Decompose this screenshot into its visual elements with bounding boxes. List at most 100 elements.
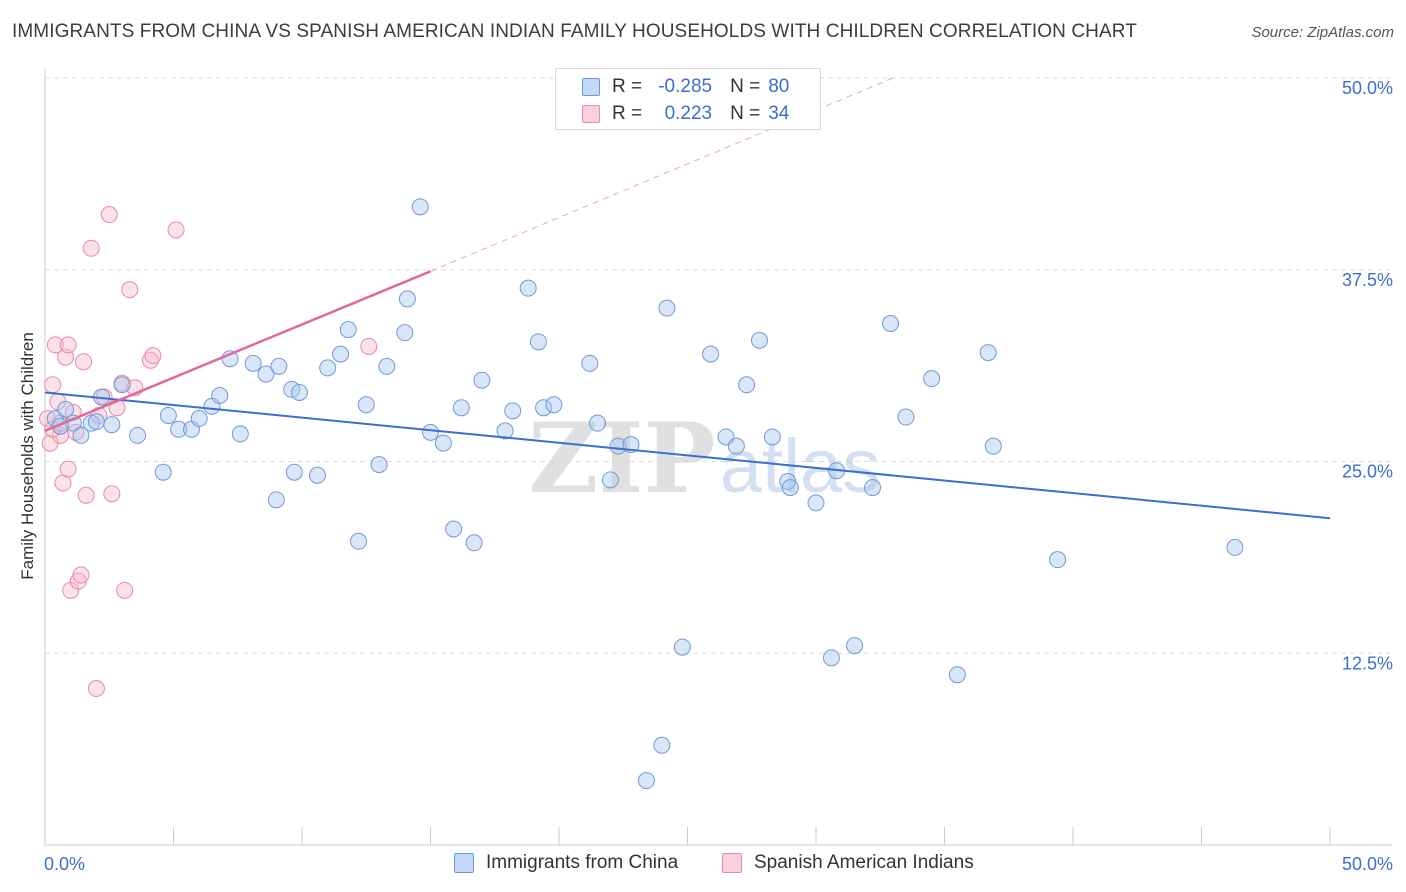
n-value: 34 xyxy=(768,103,790,124)
china-point xyxy=(529,333,547,351)
legend-item-sai[interactable]: Spanish American Indians xyxy=(722,852,974,874)
sai-point xyxy=(103,485,121,503)
series-immigrants-from-china xyxy=(46,198,1244,790)
sai-point xyxy=(44,376,62,394)
legend-row-sai: R = 0.223 N = 34 xyxy=(582,102,789,126)
china-point xyxy=(332,345,350,363)
r-value: -0.285 xyxy=(658,76,713,97)
china-point xyxy=(581,354,599,372)
china-point xyxy=(589,414,607,432)
china-point xyxy=(738,376,756,394)
china-point xyxy=(473,371,491,389)
r-label: R = xyxy=(612,76,643,97)
china-point xyxy=(1049,551,1067,569)
sai-point xyxy=(59,460,77,478)
china-point xyxy=(411,198,429,216)
legend-row-china: R = -0.285 N = 80 xyxy=(582,75,789,99)
sai-point xyxy=(167,221,185,239)
n-label: N = xyxy=(730,76,761,97)
y-tick-label: 50.0% xyxy=(1342,78,1393,98)
china-point xyxy=(257,365,275,383)
sai-legend-swatch xyxy=(722,853,742,873)
china-point xyxy=(339,321,357,339)
sai-point xyxy=(116,581,134,599)
series-spanish-american-indians xyxy=(39,206,378,698)
sai-point xyxy=(100,206,118,224)
n-label: N = xyxy=(730,103,761,124)
china-point xyxy=(434,434,452,452)
china-point xyxy=(445,520,463,538)
china-point xyxy=(948,666,966,684)
china-swatch xyxy=(582,78,600,96)
legend-item-china[interactable]: Immigrants from China xyxy=(454,852,678,874)
china-point xyxy=(231,425,249,443)
sai-point xyxy=(82,239,100,257)
sai-point xyxy=(121,281,139,299)
china-point xyxy=(653,736,671,754)
china-point xyxy=(285,463,303,481)
china-point xyxy=(211,387,229,405)
china-point xyxy=(396,324,414,342)
sai-point xyxy=(46,336,64,354)
sai-legend-label: Spanish American Indians xyxy=(754,852,974,873)
china-point xyxy=(87,413,105,431)
china-point xyxy=(504,402,522,420)
china-point xyxy=(979,344,997,362)
watermark-zip: ZIP xyxy=(528,402,715,515)
sai-point xyxy=(360,337,378,355)
n-value: 80 xyxy=(768,76,790,97)
china-point xyxy=(637,772,655,790)
y-tick-label: 25.0% xyxy=(1342,462,1393,482)
r-value: 0.223 xyxy=(664,103,713,124)
china-point xyxy=(129,426,147,444)
china-point xyxy=(357,396,375,414)
china-point xyxy=(350,532,368,550)
china-point xyxy=(658,299,676,317)
china-legend-swatch xyxy=(454,853,474,873)
china-point xyxy=(465,534,483,552)
trend-lines xyxy=(44,77,1331,520)
china-point xyxy=(170,420,188,438)
china-point xyxy=(308,466,326,484)
china-point xyxy=(1226,538,1244,556)
china-point xyxy=(267,491,285,509)
china-point xyxy=(864,479,882,497)
china-point xyxy=(452,399,470,417)
china-point xyxy=(807,494,825,512)
china-point xyxy=(370,456,388,474)
sai-point xyxy=(72,566,90,584)
x-tick-label: 0.0% xyxy=(44,854,85,874)
sai-point xyxy=(77,486,95,504)
china-point xyxy=(822,649,840,667)
sai-point xyxy=(59,336,77,354)
sai-point xyxy=(75,353,93,371)
china-point xyxy=(270,357,288,375)
china-point xyxy=(159,406,177,424)
china-point xyxy=(727,437,745,455)
sai-point xyxy=(141,351,159,369)
china-point xyxy=(72,426,90,444)
china-point xyxy=(882,314,900,332)
china-point xyxy=(103,416,121,434)
china-point xyxy=(601,471,619,489)
y-tick-label: 37.5% xyxy=(1342,270,1393,290)
china-point xyxy=(673,638,691,656)
china-point xyxy=(609,437,627,455)
china-point xyxy=(763,428,781,446)
china-point xyxy=(57,400,75,418)
china-point xyxy=(702,345,720,363)
china-legend-label: Immigrants from China xyxy=(486,852,679,873)
china-point xyxy=(290,383,308,401)
x-tick-label: 50.0% xyxy=(1342,854,1393,874)
correlation-legend: R = -0.285 N = 80 R = 0.223 N = 34 xyxy=(555,68,821,130)
axes xyxy=(44,68,1392,846)
sai-swatch xyxy=(582,105,600,123)
china-point xyxy=(984,437,1002,455)
china-point xyxy=(244,354,262,372)
china-point xyxy=(398,290,416,308)
china-point xyxy=(846,637,864,655)
china-point xyxy=(535,399,553,417)
chart-title: IMMIGRANTS FROM CHINA VS SPANISH AMERICA… xyxy=(12,21,1137,42)
china-point xyxy=(154,463,172,481)
